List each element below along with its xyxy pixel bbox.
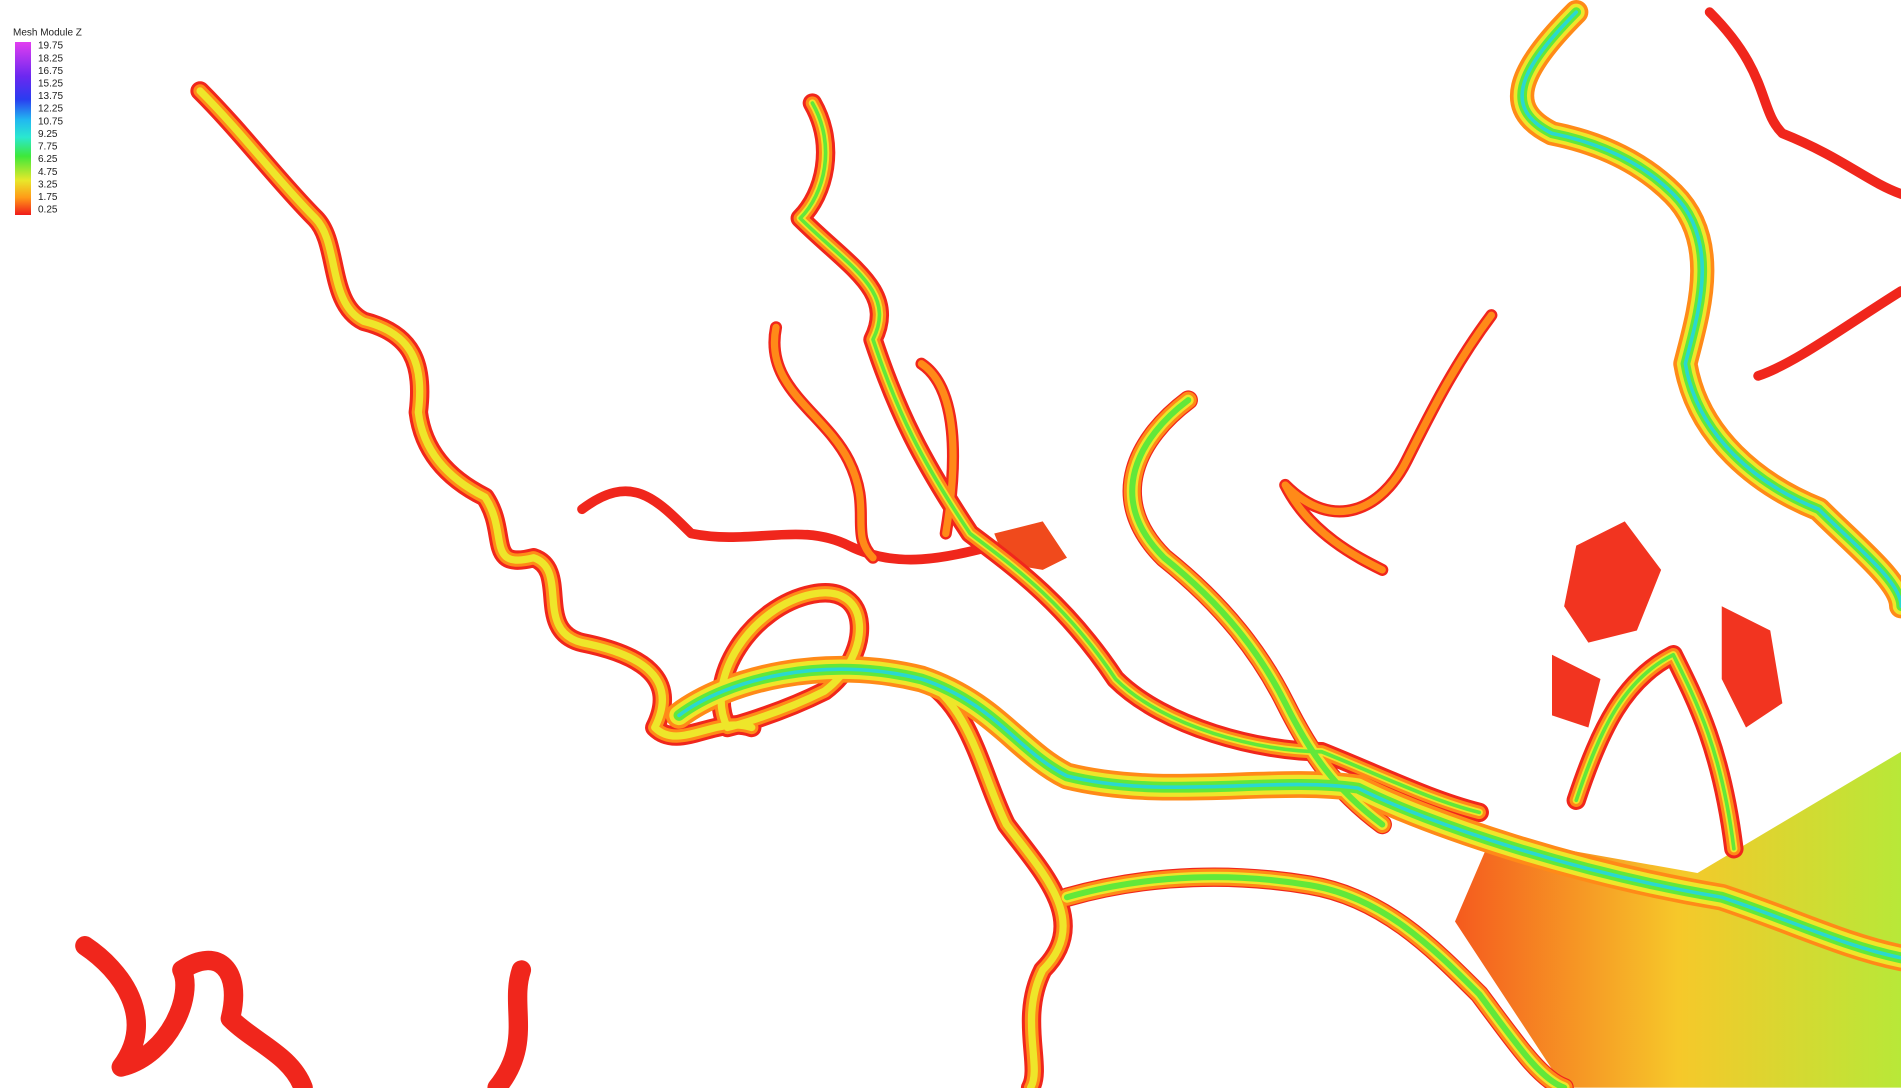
legend-label: 9.25 (38, 129, 58, 140)
legend-label: 4.75 (38, 167, 58, 178)
page: Mesh Module Z 19.7518.2516.7515.2513.751… (0, 0, 1901, 1088)
legend-label: 12.25 (38, 104, 63, 115)
color-bar (15, 42, 31, 215)
legend-label: 13.75 (38, 91, 63, 102)
river-network (85, 12, 1901, 1087)
legend-label: 18.25 (38, 53, 63, 64)
legend-label: 0.25 (38, 205, 58, 216)
legend-label: 1.75 (38, 192, 58, 203)
marsh-area (1552, 655, 1601, 728)
legend-label: 6.25 (38, 154, 58, 165)
legend-label: 3.25 (38, 179, 58, 190)
legend-label: 10.75 (38, 116, 63, 127)
legend-label: 15.25 (38, 78, 63, 89)
legend: Mesh Module Z 19.7518.2516.7515.2513.751… (13, 28, 82, 216)
map-view: Mesh Module Z 19.7518.2516.7515.2513.751… (0, 0, 1901, 1088)
marsh-area (1722, 606, 1783, 727)
legend-label: 16.75 (38, 66, 63, 77)
marsh-area (1564, 521, 1661, 642)
legend-title: Mesh Module Z (13, 28, 82, 39)
legend-label: 7.75 (38, 142, 58, 153)
legend-label: 19.75 (38, 41, 63, 52)
